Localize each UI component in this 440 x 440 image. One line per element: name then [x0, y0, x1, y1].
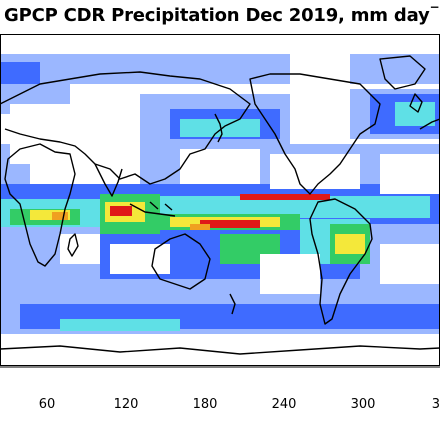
- coast-europe-west: [419, 118, 440, 130]
- coast-japan: [214, 113, 223, 143]
- title-text: GPCP CDR Precipitation Dec 2019, mm day: [4, 5, 430, 26]
- precip-orange: [52, 212, 210, 230]
- map-title: GPCP CDR Precipitation Dec 2019, mm day−…: [0, 0, 440, 32]
- coast-antarctica: [0, 345, 440, 355]
- precip-red: [110, 194, 330, 228]
- tick-label-120: 120: [114, 397, 139, 412]
- coast-madagascar: [67, 233, 79, 257]
- tick-label-60: 60: [39, 397, 56, 412]
- title-superscript: −1: [429, 0, 440, 14]
- tick-label-180: 180: [193, 397, 218, 412]
- tick-label-300: 300: [351, 397, 376, 412]
- coast-eurasia: [0, 71, 251, 185]
- coast-nz: [229, 293, 236, 315]
- coast-indonesia: [129, 201, 176, 217]
- x-axis: 60 120 180 240 300 36: [0, 366, 440, 412]
- coast-greenland: [379, 55, 426, 90]
- coastlines: [0, 55, 440, 355]
- tick-label-360: 36: [432, 397, 440, 412]
- coast-north-america: [249, 73, 381, 195]
- coast-africa: [4, 143, 76, 267]
- tick-label-240: 240: [272, 397, 297, 412]
- precipitation-map: [0, 34, 440, 366]
- coast-britain: [409, 93, 423, 113]
- coast-australia: [151, 233, 211, 290]
- coast-india: [94, 163, 123, 197]
- coast-south-america: [309, 198, 373, 325]
